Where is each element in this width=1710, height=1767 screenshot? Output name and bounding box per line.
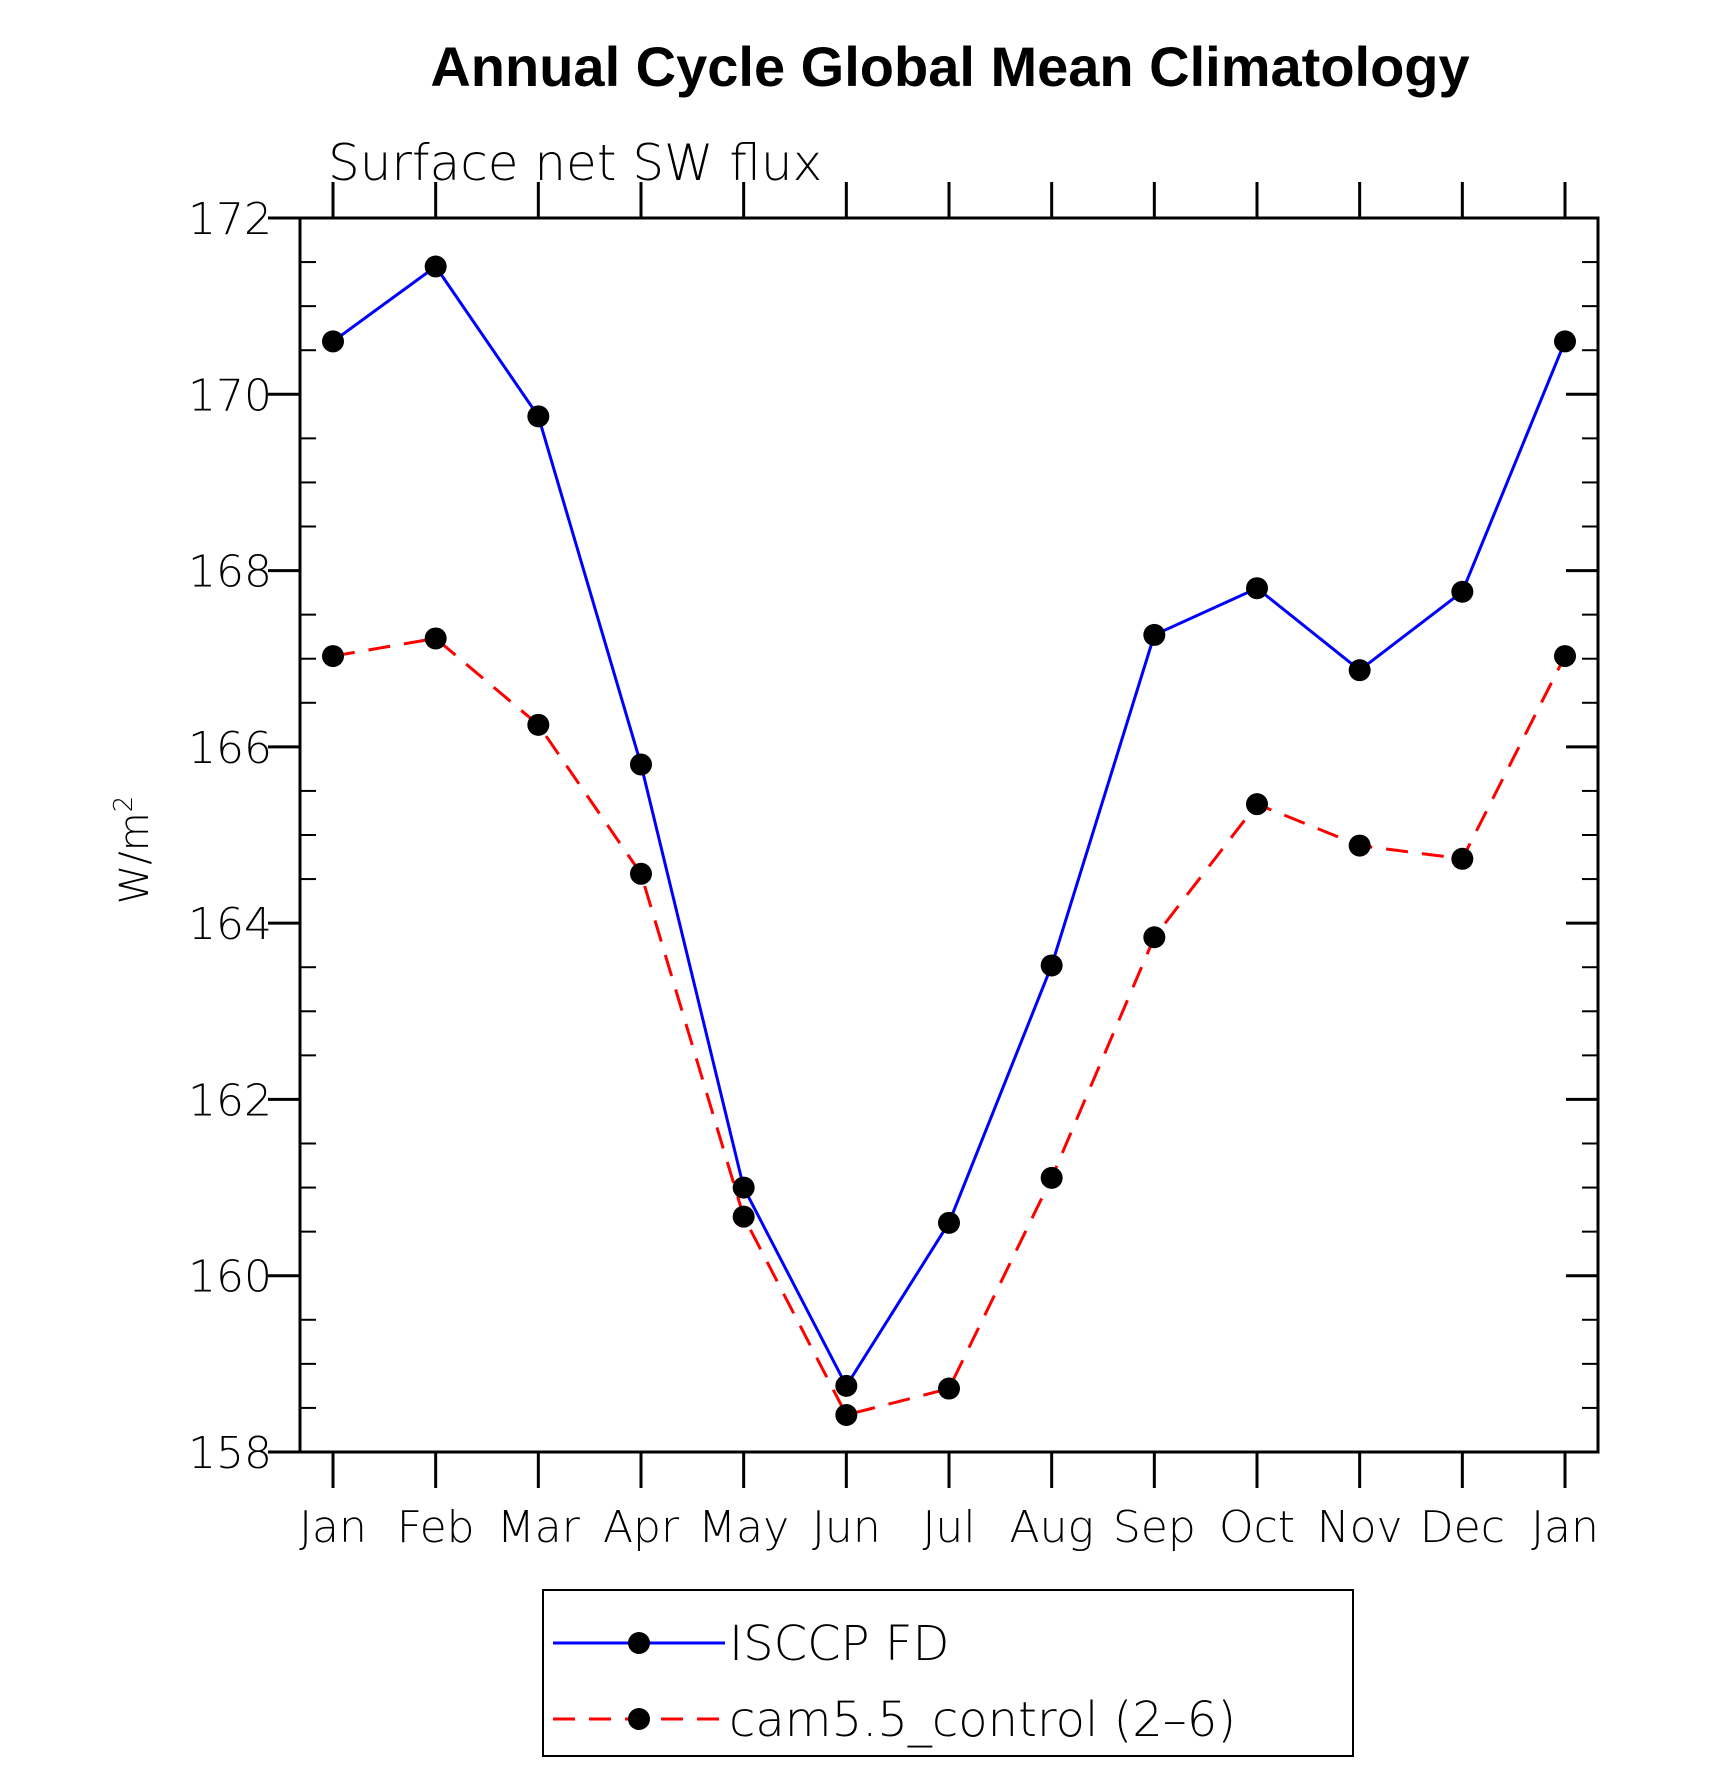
legend-marker-0 <box>628 1632 650 1654</box>
plot-axes: Jan Feb Mar Apr May Jun Jul Aug Sep Oct Nov Dec Jan 1… <box>188 182 1600 1553</box>
series-1-point <box>1040 1166 1063 1189</box>
x-tick-label: May <box>698 1502 789 1553</box>
y-axis-label-base: W/m <box>112 812 158 904</box>
y-tick-label: 164 <box>188 899 272 950</box>
y-tick-label: 172 <box>188 194 272 245</box>
series-1-point <box>527 713 550 736</box>
series-1-point <box>1451 847 1474 870</box>
series-line-1 <box>332 636 1567 1417</box>
y-tick-label: 158 <box>188 1428 272 1479</box>
series-0-point <box>527 405 550 428</box>
x-tick-label: Apr <box>603 1502 680 1553</box>
y-tick-label: 166 <box>188 723 272 774</box>
y-tick-label: 168 <box>188 547 272 598</box>
x-tick-label: Mar <box>497 1502 581 1553</box>
legend-label-1: cam5.5_control (2–6) <box>729 1692 1236 1748</box>
x-tick-label: Feb <box>397 1502 475 1553</box>
series-1-point <box>938 1377 960 1400</box>
x-tick-label: Nov <box>1317 1502 1403 1553</box>
series-0-point <box>835 1374 858 1397</box>
y-axis-label-superscript: 2 <box>109 796 139 813</box>
y-tick-label: 170 <box>188 370 272 421</box>
y-tick-label: 162 <box>188 1075 272 1126</box>
series-0-point <box>630 753 652 776</box>
series-1-point <box>322 645 344 668</box>
x-tick-label: Sep <box>1113 1502 1196 1553</box>
series-0-point <box>1348 659 1371 682</box>
series-0-point <box>1451 580 1474 603</box>
chart-subtitle: Surface net SW flux <box>328 134 822 192</box>
series-1-point <box>732 1205 755 1228</box>
series-1-point <box>1246 793 1268 816</box>
y-axis-label: W/m2 <box>109 796 158 905</box>
series-1-point <box>424 627 447 650</box>
series-0-point <box>424 255 447 278</box>
series-0-point <box>1554 330 1576 353</box>
series-0-point <box>732 1176 755 1199</box>
legend: ISCCP FD cam5.5_control (2–6) <box>542 1589 1354 1757</box>
series-1-point <box>1554 645 1576 668</box>
series-0-point <box>1040 954 1063 977</box>
series-0-point <box>938 1211 960 1234</box>
series-layer <box>322 255 1576 1426</box>
legend-label-0: ISCCP FD <box>729 1616 949 1672</box>
y-tick-label: 160 <box>188 1252 272 1303</box>
x-tick-label: Oct <box>1219 1502 1295 1553</box>
x-tick-label: Jan <box>1531 1502 1599 1553</box>
series-1-point <box>835 1403 858 1426</box>
x-tick-label: Aug <box>1009 1502 1093 1553</box>
legend-marker-1 <box>628 1708 650 1730</box>
legend-box <box>542 1589 1354 1757</box>
series-1-point <box>1143 926 1166 949</box>
series-1-point <box>1348 834 1371 857</box>
series-0-point <box>322 330 344 353</box>
x-tick-label: Dec <box>1420 1502 1505 1553</box>
series-0-point <box>1246 577 1268 600</box>
x-tick-label: Jul <box>922 1502 975 1553</box>
x-tick-label: Jun <box>812 1502 881 1553</box>
series-0-point <box>1143 623 1166 646</box>
x-tick-label: Jan <box>299 1502 367 1553</box>
series-1-point <box>630 862 652 885</box>
plot-frame <box>298 216 1600 1454</box>
chart-title: Annual Cycle Global Mean Climatology <box>430 35 1469 98</box>
